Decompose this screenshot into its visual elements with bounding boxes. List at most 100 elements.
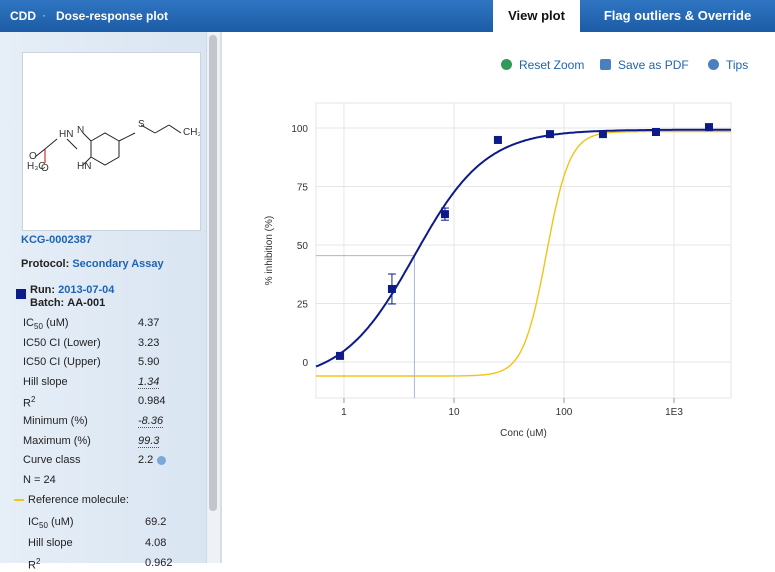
protocol-label: Protocol: bbox=[21, 258, 70, 270]
y-tick-label: 100 bbox=[291, 124, 308, 135]
label-text: Maximum (%) bbox=[23, 434, 91, 447]
help-icon[interactable] bbox=[157, 455, 167, 465]
value-text: 0.962 bbox=[145, 557, 173, 569]
result-label: IC50 CI (Upper) bbox=[23, 356, 101, 368]
divider bbox=[220, 32, 222, 563]
label-sup: 2 bbox=[35, 557, 41, 566]
reference-marker bbox=[14, 499, 24, 501]
page-title: Dose-response plot bbox=[56, 9, 169, 23]
y-tick-label: 25 bbox=[297, 299, 309, 310]
toolbar-icon[interactable] bbox=[600, 59, 611, 70]
data-point bbox=[598, 130, 607, 139]
label-text: Curve class bbox=[23, 454, 81, 467]
x-tick-label: 1 bbox=[341, 407, 347, 418]
value-text: 69.2 bbox=[145, 516, 167, 528]
label-sub: 50 bbox=[39, 521, 48, 531]
y-tick-label: 75 bbox=[297, 183, 309, 194]
svg-text:S: S bbox=[138, 119, 145, 130]
batch-label: Batch: bbox=[30, 297, 65, 309]
svg-text:HN: HN bbox=[59, 129, 73, 140]
value-text[interactable]: 99.3 bbox=[138, 434, 160, 448]
tab[interactable]: Flag outliers & Override bbox=[603, 8, 752, 23]
data-point bbox=[545, 130, 554, 139]
svg-text:O: O bbox=[29, 151, 37, 162]
toolbar-button[interactable]: Save as PDF bbox=[618, 58, 689, 72]
result-value: 4.08 bbox=[145, 537, 166, 549]
toolbar-button[interactable]: Reset Zoom bbox=[519, 58, 585, 72]
data-point bbox=[335, 351, 344, 360]
toolbar-icon[interactable] bbox=[708, 59, 719, 70]
label-suffix: (uM) bbox=[42, 317, 69, 329]
app-name: CDD bbox=[10, 9, 36, 23]
data-point bbox=[493, 135, 502, 144]
value-text[interactable]: 1.34 bbox=[138, 375, 160, 389]
result-value: 4.37 bbox=[138, 317, 159, 329]
label-suffix: (uM) bbox=[47, 516, 74, 528]
toolbar-button[interactable]: Tips bbox=[726, 58, 749, 72]
reference-label: Reference molecule: bbox=[28, 494, 129, 506]
label-text: R bbox=[28, 559, 36, 572]
tab[interactable]: View plot bbox=[493, 0, 580, 32]
data-point bbox=[387, 284, 396, 293]
x-tick-label: 10 bbox=[448, 407, 460, 418]
scrollbar-thumb[interactable] bbox=[209, 35, 217, 511]
value-text: 4.37 bbox=[138, 317, 160, 329]
label-text: R bbox=[23, 398, 31, 411]
value-text[interactable]: -8.36 bbox=[138, 415, 164, 428]
data-point bbox=[704, 123, 713, 132]
data-point bbox=[440, 210, 449, 219]
label-text: Minimum (%) bbox=[23, 415, 88, 427]
plot-area: 1 10 100 1E3 0 25 50 75 100 Conc (uM) % inhibition… bbox=[222, 32, 775, 563]
svg-text:HN: HN bbox=[77, 161, 91, 172]
info-line: Protocol: Secondary Assay bbox=[21, 258, 164, 270]
result-label: Hill slope bbox=[28, 537, 73, 549]
header: CDD · Dose-response plot View plot Flag outl… bbox=[0, 0, 775, 32]
label-text: Hill slope bbox=[23, 375, 68, 388]
result-label: N = 24 bbox=[23, 474, 56, 486]
result-label: Minimum (%) bbox=[23, 415, 88, 427]
svg-text:O: O bbox=[41, 163, 49, 174]
result-value: 0.984 bbox=[138, 395, 166, 407]
y-tick-label: 50 bbox=[297, 241, 309, 252]
result-value: 99.3 bbox=[138, 434, 160, 448]
chart: 1 10 100 1E3 0 25 50 75 100 Conc (uM) % inhibition… bbox=[264, 102, 732, 439]
run-date[interactable]: 2013-07-04 bbox=[58, 284, 115, 296]
result-label: IC50 (uM) bbox=[23, 317, 69, 331]
result-label: R2 bbox=[28, 557, 40, 572]
svg-text:CH₃: CH₃ bbox=[183, 127, 200, 138]
data-point bbox=[651, 128, 660, 137]
x-axis-title: Conc (uM) bbox=[500, 428, 547, 439]
result-label: IC50 CI (Lower) bbox=[23, 337, 101, 349]
result-label: R2 bbox=[23, 395, 35, 410]
label-sup: 2 bbox=[30, 395, 36, 405]
value-text: 0.984 bbox=[138, 395, 166, 408]
result-value: 2.2 bbox=[138, 454, 167, 467]
label-text: IC bbox=[28, 516, 39, 528]
label-text: IC50 CI (Lower) bbox=[23, 336, 101, 349]
batch: AA-001 bbox=[67, 297, 106, 309]
result-value: 5.90 bbox=[138, 356, 159, 368]
info-line: Batch: AA-001 bbox=[30, 297, 105, 309]
toolbar-icon[interactable] bbox=[501, 59, 512, 70]
svg-text:N: N bbox=[77, 125, 84, 136]
plot-background bbox=[315, 102, 732, 399]
value-text: 4.08 bbox=[145, 536, 167, 549]
info-line: Run: 2013-07-04 bbox=[30, 284, 114, 296]
separator: · bbox=[42, 8, 46, 22]
value-text: 5.90 bbox=[138, 356, 160, 369]
protocol[interactable]: Secondary Assay bbox=[72, 258, 164, 270]
result-label: Maximum (%) bbox=[23, 435, 91, 447]
result-label: IC50 (uM) bbox=[28, 516, 74, 530]
reference-curve bbox=[316, 130, 731, 377]
run-marker bbox=[16, 289, 26, 299]
result-value: 3.23 bbox=[138, 337, 159, 349]
label-text: IC bbox=[23, 317, 34, 329]
x-tick-label: 100 bbox=[556, 407, 573, 418]
fit-curve bbox=[315, 128, 731, 368]
result-value: 69.2 bbox=[145, 516, 166, 528]
molecule-id[interactable]: KCG-0002387 bbox=[21, 234, 92, 246]
run-label: Run: bbox=[30, 284, 56, 296]
value-text: 2.2 bbox=[138, 454, 154, 467]
